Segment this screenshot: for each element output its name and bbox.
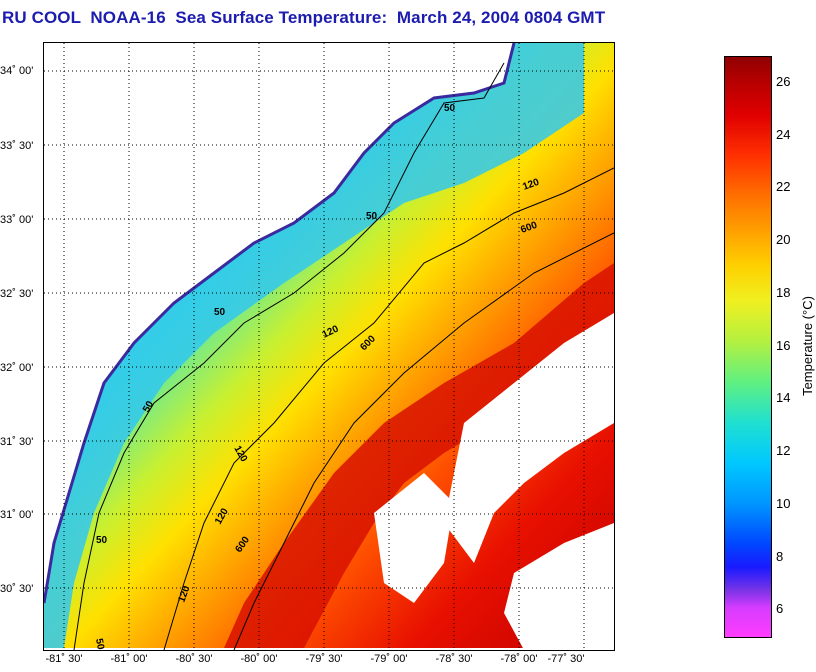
contour-label-50: 50 <box>214 307 226 318</box>
coastline <box>44 43 516 604</box>
contour-label-50: 50 <box>93 638 106 650</box>
gulf-stream-core <box>224 263 614 648</box>
lon-label-80-00: -80˚ 00' <box>240 653 278 665</box>
lon-label-81-00: -81˚ 00' <box>110 653 148 665</box>
temperature-colorbar <box>724 56 772 638</box>
lat-label-34-00: 34˚ 00' <box>0 65 34 77</box>
lat-label-33-30: 33˚ 30' <box>0 140 34 152</box>
graticule <box>44 43 614 650</box>
nearshore-cool-water <box>44 43 584 648</box>
contour-label-50: 50 <box>366 211 378 222</box>
colorbar-tick-26: 26 <box>776 74 791 89</box>
sst-map-canvas: 50 50 50 50 50 50 120 120 120 120 120 60… <box>44 43 614 650</box>
lat-label-33-00: 33˚ 00' <box>0 214 34 226</box>
colorbar-tick-22: 22 <box>776 179 791 194</box>
colorbar-label: Temperature (°C) <box>800 296 815 396</box>
contour-50m <box>73 62 505 650</box>
colorbar-tick-20: 20 <box>776 232 791 247</box>
lat-label-31-30: 31˚ 30' <box>0 436 34 448</box>
colorbar-tick-16: 16 <box>776 338 791 353</box>
colorbar-tick-10: 10 <box>776 496 791 511</box>
lat-label-31-00: 31˚ 00' <box>0 509 34 521</box>
colorbar-tick-8: 8 <box>776 549 784 564</box>
contour-600m <box>233 232 614 650</box>
contour-label-50: 50 <box>444 103 456 114</box>
colorbar-tick-12: 12 <box>776 443 791 458</box>
lat-label-32-00: 32˚ 00' <box>0 362 34 374</box>
cloud-patch-3 <box>504 523 614 650</box>
sst-map[interactable]: 50 50 50 50 50 50 120 120 120 120 120 60… <box>43 42 615 651</box>
cloud-patch-2 <box>374 473 454 603</box>
colorbar-tick-24: 24 <box>776 127 791 142</box>
land-mass <box>44 43 514 603</box>
colorbar-tick-14: 14 <box>776 390 791 405</box>
lon-label-79-30: -79˚ 30' <box>305 653 343 665</box>
cloud-patch-1 <box>444 313 614 563</box>
contour-120m <box>163 167 614 650</box>
lon-label-79-00: -79˚ 00' <box>370 653 408 665</box>
contour-label-50: 50 <box>141 399 156 415</box>
map-title: RU COOL NOAA-16 Sea Surface Temperature:… <box>2 8 606 27</box>
lon-label-81-30: -81˚ 30' <box>45 653 83 665</box>
lat-label-30-30: 30˚ 30' <box>0 583 34 595</box>
lon-label-78-00: -78˚ 00' <box>500 653 538 665</box>
lon-label-78-30: -78˚ 30' <box>435 653 473 665</box>
lon-label-77-30: -77˚ 30' <box>547 653 585 665</box>
contour-label-50: 50 <box>96 535 108 546</box>
colorbar-tick-18: 18 <box>776 285 791 300</box>
lon-label-80-30: -80˚ 30' <box>175 653 213 665</box>
lat-label-32-30: 32˚ 30' <box>0 288 34 300</box>
colorbar-tick-6: 6 <box>776 601 784 616</box>
